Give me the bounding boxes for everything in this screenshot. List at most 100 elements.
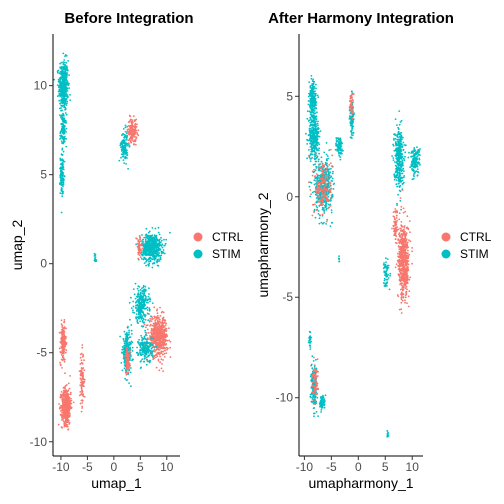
data-point-stim [125,137,128,140]
data-point-ctrl [155,333,158,336]
data-point-stim [61,184,63,187]
data-point-stim [94,256,97,259]
data-point-stim [120,141,123,144]
data-point-stim [61,164,64,167]
data-point-stim [143,257,146,259]
data-point-stim [56,95,59,98]
data-point-stim [311,93,313,95]
data-point-stim [313,110,316,112]
data-point-stim [56,71,59,74]
data-point-ctrl [138,249,141,252]
data-point-ctrl [165,346,168,349]
data-point-ctrl [58,403,60,405]
data-point-ctrl [127,139,130,142]
data-point-stim [62,119,65,122]
data-point-stim [308,185,311,188]
data-point-stim [59,102,62,105]
data-point-ctrl [321,171,324,173]
data-point-stim [309,107,312,109]
data-point-stim [157,226,160,229]
data-point-ctrl [57,423,60,426]
data-point-ctrl [59,351,62,353]
data-point-stim [126,125,128,128]
data-point-ctrl [81,405,84,408]
data-point-stim [319,130,322,133]
data-point-ctrl [153,342,156,345]
data-point-stim [160,239,163,242]
data-point-stim [121,351,123,354]
data-point-stim [315,167,318,169]
data-point-stim [138,317,141,320]
data-point-stim [63,61,66,64]
data-point-ctrl [155,366,158,369]
data-point-ctrl [63,423,66,426]
data-point-ctrl [70,399,73,402]
data-point-stim [126,132,128,135]
data-point-stim [321,222,324,225]
data-point-ctrl [126,357,129,360]
data-point-stim [326,155,329,158]
data-point-ctrl [64,404,66,407]
data-point-stim [61,142,64,145]
data-point-stim [58,182,61,185]
data-point-ctrl [157,359,160,362]
data-point-ctrl [156,328,158,331]
data-point-ctrl [313,176,316,178]
data-point-ctrl [315,192,318,195]
data-point-stim [66,72,69,74]
data-point-ctrl [160,367,163,370]
data-point-ctrl [81,390,83,392]
data-point-stim [150,338,153,340]
legend-swatch-ctrl [193,232,203,242]
data-point-stim [162,249,165,251]
data-point-stim [136,287,139,290]
data-point-ctrl [138,245,141,247]
legend-swatch-stim [193,249,203,259]
data-point-stim [144,308,146,310]
legend-label-stim: STIM [212,247,241,261]
data-point-stim [314,116,317,118]
data-point-ctrl [169,346,172,349]
data-point-stim [140,344,142,346]
data-point-stim [150,348,153,350]
data-point-ctrl [328,200,330,202]
data-point-stim [316,138,319,141]
data-point-stim [62,113,65,116]
data-point-ctrl [146,324,149,327]
data-point-stim [158,260,161,262]
data-point-ctrl [331,154,334,157]
data-point-ctrl [66,393,69,396]
data-point-ctrl [325,170,328,173]
data-point-stim [309,92,312,95]
data-point-stim [157,253,160,256]
data-point-stim [65,55,68,57]
data-point-ctrl [131,136,134,139]
data-point-stim [145,261,147,263]
data-point-stim [63,140,65,143]
data-point-ctrl [69,403,72,405]
data-point-ctrl [160,352,162,354]
data-point-ctrl [59,347,61,349]
data-point-stim [148,350,151,352]
data-point-ctrl [66,421,68,424]
data-point-stim [57,78,60,81]
data-point-stim [126,135,129,137]
x-tick-label: -5 [82,460,93,474]
data-point-ctrl [165,322,168,325]
data-point-stim [314,132,316,135]
data-point-stim [121,155,124,158]
data-point-stim [65,88,68,91]
data-point-stim [148,264,150,266]
data-point-ctrl [317,181,319,184]
data-point-stim [323,151,326,154]
data-point-stim [325,204,327,207]
chart-title: After Harmony Integration [268,10,454,27]
data-point-stim [147,244,150,247]
data-point-ctrl [68,405,71,407]
data-point-stim [151,344,154,346]
data-point-stim [64,86,66,89]
data-point-stim [136,321,139,324]
data-point-stim [61,99,64,102]
data-point-ctrl [64,351,67,354]
data-point-ctrl [129,128,132,130]
